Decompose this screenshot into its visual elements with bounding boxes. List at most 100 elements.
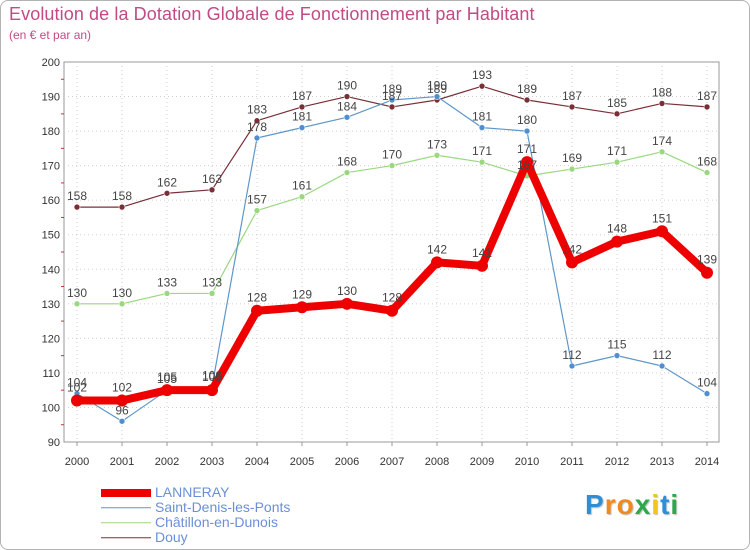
y-tick-label: 170 — [42, 161, 60, 173]
data-point-saint-denis-les-ponts[interactable] — [253, 134, 261, 142]
data-label-saint-denis-les-ponts: 104 — [67, 376, 87, 390]
data-point-chatillon-en-dunois[interactable] — [568, 165, 576, 173]
data-point-douy[interactable] — [613, 110, 621, 118]
data-point-lanneray[interactable] — [206, 384, 218, 397]
x-tick-label: 2006 — [335, 456, 359, 468]
data-label-saint-denis-les-ponts: 184 — [337, 99, 357, 113]
data-point-chatillon-en-dunois[interactable] — [163, 290, 171, 297]
data-label-lanneray: 128 — [247, 291, 267, 305]
data-label-lanneray: 102 — [112, 381, 132, 395]
data-point-saint-denis-les-ponts[interactable] — [298, 124, 306, 131]
data-label-lanneray: 128 — [382, 291, 402, 305]
data-label-saint-denis-les-ponts: 190 — [427, 79, 447, 93]
data-point-lanneray[interactable] — [116, 394, 128, 407]
y-tick-label: 140 — [42, 264, 60, 276]
legend-swatch-douy — [101, 536, 151, 539]
data-point-lanneray[interactable] — [656, 225, 668, 238]
data-point-chatillon-en-dunois[interactable] — [208, 290, 216, 297]
data-point-douy[interactable] — [478, 82, 486, 90]
data-point-saint-denis-les-ponts[interactable] — [568, 362, 576, 370]
data-point-chatillon-en-dunois[interactable] — [613, 158, 621, 166]
legend-item-chatillon-en-dunois[interactable]: Châtillon-en-Dunois — [101, 515, 361, 530]
data-point-lanneray[interactable] — [386, 304, 398, 317]
data-point-saint-denis-les-ponts[interactable] — [613, 352, 621, 359]
data-point-douy[interactable] — [523, 96, 531, 104]
data-label-lanneray: 151 — [652, 211, 672, 225]
data-label-douy: 193 — [472, 68, 492, 82]
data-label-saint-denis-les-ponts: 180 — [517, 113, 537, 127]
data-point-douy[interactable] — [388, 103, 396, 111]
data-point-lanneray[interactable] — [296, 301, 308, 314]
data-point-lanneray[interactable] — [161, 384, 173, 397]
data-point-saint-denis-les-ponts[interactable] — [658, 362, 666, 370]
data-point-lanneray[interactable] — [251, 304, 263, 317]
data-point-douy[interactable] — [73, 203, 81, 211]
data-point-douy[interactable] — [658, 100, 666, 107]
data-point-douy[interactable] — [163, 189, 171, 197]
data-label-chatillon-en-dunois: 130 — [112, 286, 132, 300]
data-point-chatillon-en-dunois[interactable] — [253, 207, 261, 214]
y-tick-label: 120 — [42, 333, 60, 345]
data-point-lanneray[interactable] — [431, 256, 443, 269]
y-tick-label: 90 — [48, 437, 60, 449]
data-point-saint-denis-les-ponts[interactable] — [343, 113, 351, 121]
data-label-chatillon-en-dunois: 161 — [292, 179, 312, 193]
data-point-saint-denis-les-ponts[interactable] — [388, 96, 396, 104]
data-point-douy[interactable] — [568, 103, 576, 111]
data-point-saint-denis-les-ponts[interactable] — [523, 127, 531, 135]
data-point-douy[interactable] — [253, 117, 261, 125]
legend-label-douy: Douy — [155, 529, 188, 545]
data-point-douy[interactable] — [208, 186, 216, 194]
data-point-douy[interactable] — [298, 103, 306, 111]
data-point-saint-denis-les-ponts[interactable] — [703, 390, 711, 397]
data-point-saint-denis-les-ponts[interactable] — [433, 93, 441, 100]
data-point-lanneray[interactable] — [71, 394, 83, 407]
data-point-chatillon-en-dunois[interactable] — [73, 300, 81, 308]
data-label-saint-denis-les-ponts: 181 — [292, 110, 312, 124]
data-point-chatillon-en-dunois[interactable] — [433, 151, 441, 159]
data-point-douy[interactable] — [118, 203, 126, 211]
data-label-lanneray: 141 — [472, 246, 492, 260]
data-label-chatillon-en-dunois: 133 — [202, 275, 222, 289]
data-point-lanneray[interactable] — [566, 256, 578, 269]
data-point-chatillon-en-dunois[interactable] — [388, 162, 396, 169]
data-point-douy[interactable] — [343, 93, 351, 100]
x-tick-label: 2002 — [155, 456, 179, 468]
data-point-lanneray[interactable] — [611, 235, 623, 248]
data-point-chatillon-en-dunois[interactable] — [298, 193, 306, 201]
x-tick-label: 2001 — [110, 456, 134, 468]
x-tick-label: 2008 — [425, 456, 449, 468]
x-tick-label: 2007 — [380, 456, 404, 468]
legend-item-lanneray[interactable]: LANNERAY — [101, 485, 361, 500]
data-point-chatillon-en-dunois[interactable] — [703, 169, 711, 176]
data-label-saint-denis-les-ponts: 189 — [382, 82, 402, 96]
data-point-chatillon-en-dunois[interactable] — [343, 169, 351, 176]
data-label-lanneray: 142 — [427, 242, 447, 256]
x-tick-label: 2014 — [695, 456, 719, 468]
y-tick-label: 160 — [42, 195, 60, 207]
data-point-saint-denis-les-ponts[interactable] — [478, 124, 486, 131]
proxiti-logo[interactable]: Proxiti — [585, 489, 679, 521]
data-label-saint-denis-les-ponts: 96 — [115, 403, 129, 417]
data-label-lanneray: 129 — [292, 287, 312, 301]
data-point-lanneray[interactable] — [341, 297, 353, 310]
data-point-chatillon-en-dunois[interactable] — [658, 148, 666, 156]
data-point-lanneray[interactable] — [701, 266, 713, 279]
legend-swatch-saint-denis-les-ponts — [101, 506, 151, 509]
legend-swatch-chatillon-en-dunois — [101, 521, 151, 524]
data-point-chatillon-en-dunois[interactable] — [118, 300, 126, 308]
legend-item-saint-denis-les-ponts[interactable]: Saint-Denis-les-Ponts — [101, 500, 361, 515]
data-label-douy: 158 — [67, 189, 87, 203]
data-point-lanneray[interactable] — [521, 156, 533, 169]
data-label-saint-denis-les-ponts: 106 — [202, 369, 222, 383]
data-label-chatillon-en-dunois: 133 — [157, 275, 177, 289]
data-point-chatillon-en-dunois[interactable] — [478, 158, 486, 166]
data-point-douy[interactable] — [703, 103, 711, 111]
logo-letter: r — [604, 489, 617, 520]
data-point-lanneray[interactable] — [476, 259, 488, 272]
legend-item-douy[interactable]: Douy — [101, 530, 361, 545]
data-point-saint-denis-les-ponts[interactable] — [118, 417, 126, 425]
x-tick-label: 2003 — [200, 456, 224, 468]
data-label-chatillon-en-dunois: 171 — [607, 144, 627, 158]
